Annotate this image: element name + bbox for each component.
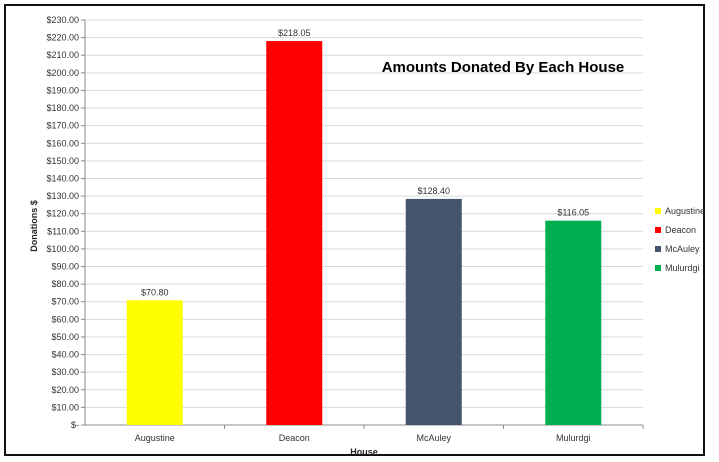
legend-swatch (655, 246, 661, 252)
y-tick-label: $110.00 (47, 226, 79, 236)
data-label: $116.05 (557, 208, 589, 218)
legend-swatch (655, 208, 661, 214)
legend-label: Augustine (665, 206, 705, 216)
legend-swatch (655, 265, 661, 271)
y-tick-label: $210.00 (46, 50, 79, 60)
y-tick-labels: $- $10.00 $20.00 $30.00 $40.00 $50.00 $60.00 $7… (46, 15, 79, 430)
bar-augustine (126, 300, 183, 425)
y-tick-label: $130.00 (46, 191, 79, 201)
right-edge (709, 0, 719, 462)
bar-mcauley (405, 198, 462, 425)
y-axis-title: Donations $ (29, 200, 39, 252)
y-tick-label: $220.00 (46, 33, 79, 43)
y-tick-label: $30.00 (51, 367, 79, 377)
legend-swatch (655, 227, 661, 233)
x-tick-label: Deacon (279, 433, 310, 443)
legend: Augustine Deacon McAuley Mulurdgi (655, 206, 705, 273)
y-tick-label: $70.00 (51, 297, 79, 307)
chart-title: Amounts Donated By Each House (382, 59, 625, 76)
legend-label: Deacon (665, 225, 696, 235)
x-tick-labels: Augustine Deacon McAuley Mulurdgi (135, 433, 591, 443)
x-axis-title: House (350, 447, 378, 457)
y-tick-label: $120.00 (46, 209, 79, 219)
y-tick-label: $200.00 (46, 68, 79, 78)
y-tick-label: $150.00 (46, 156, 79, 166)
y-tick-label: $180.00 (46, 103, 79, 113)
data-labels: $70.80 $218.05 $128.40 $116.05 (141, 28, 589, 297)
bar-mulurdgi (545, 220, 602, 425)
y-tick-label: $20.00 (51, 385, 79, 395)
y-tick-label: $100.00 (46, 244, 79, 254)
x-tick-label: Augustine (135, 433, 175, 443)
x-tick-label: Mulurdgi (556, 433, 591, 443)
y-tick-label: $140.00 (46, 173, 79, 183)
data-label: $218.05 (278, 28, 311, 38)
y-tick-label: $170.00 (46, 121, 79, 131)
legend-label: Mulurdgi (665, 263, 700, 273)
y-tick-label: $60.00 (51, 314, 79, 324)
y-tick-label: $50.00 (51, 332, 79, 342)
data-label: $70.80 (141, 287, 169, 297)
y-tick-label: $190.00 (46, 85, 79, 95)
data-label: $128.40 (417, 186, 450, 196)
y-tick-label: $10.00 (51, 402, 79, 412)
y-tick-label: $90.00 (51, 262, 79, 272)
bars (126, 41, 602, 426)
bar-deacon (266, 41, 323, 426)
y-tick-label: $80.00 (51, 279, 79, 289)
y-tick-label: $230.00 (46, 15, 79, 25)
y-tick-label: $160.00 (46, 138, 79, 148)
x-tick-label: McAuley (416, 433, 451, 443)
y-tick-label: $- (71, 420, 79, 430)
y-tick-label: $40.00 (51, 350, 79, 360)
legend-label: McAuley (665, 244, 700, 254)
